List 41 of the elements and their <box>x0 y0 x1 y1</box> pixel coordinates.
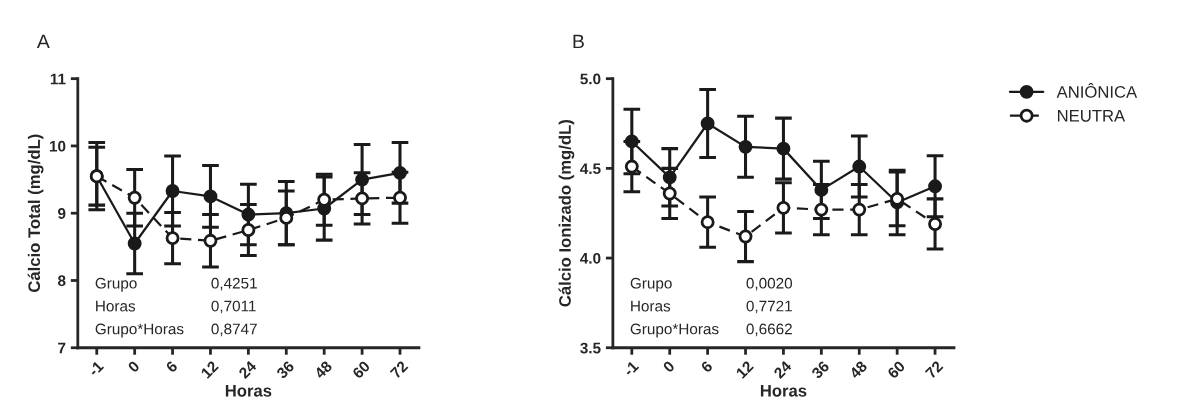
x-axis-title: Horas <box>225 385 272 397</box>
x-tick-label: 72 <box>924 360 944 379</box>
y-tick-label: 5.0 <box>580 73 601 85</box>
y-tick-label: 3.5 <box>580 342 601 354</box>
text: Grupo 0,4251 <box>95 277 257 292</box>
x-tick-label: 6 <box>700 360 714 374</box>
chart-title: B <box>573 34 584 49</box>
text: Grupo*Horas 0,6662 <box>630 323 792 338</box>
x-tick-label: 0 <box>127 360 141 374</box>
y-tick-label: 10 <box>49 140 66 152</box>
x-tick-label: 36 <box>810 360 830 380</box>
legend-label: NEUTRA <box>1057 110 1126 122</box>
x-tick-label: 6 <box>165 360 179 374</box>
x-tick-label: 12 <box>735 360 754 379</box>
y-tick-label: 11 <box>50 73 66 85</box>
x-axis-title: Horas <box>760 385 807 397</box>
x-tick-label: 24 <box>773 359 793 380</box>
legend-label: ANIÔNICA <box>1056 83 1138 98</box>
x-tick-label: 60 <box>351 360 371 380</box>
x-tick-label: 12 <box>200 360 219 379</box>
y-tick-label: 4.5 <box>580 163 601 175</box>
x-tick-label: -1 <box>87 360 105 377</box>
x-tick-label: 24 <box>237 359 258 380</box>
text: Horas 0,7011 <box>96 300 256 314</box>
x-tick-label: -1 <box>622 360 640 377</box>
chart-title: A <box>36 34 50 49</box>
text: Grupo 0,0020 <box>630 277 793 292</box>
x-tick-label: 60 <box>886 360 906 380</box>
x-tick-label: 48 <box>313 360 333 380</box>
y-tick-label: 7 <box>58 342 66 354</box>
x-tick-label: 0 <box>662 360 676 374</box>
x-tick-label: 72 <box>389 360 409 379</box>
text: Horas 0,7721 <box>631 300 792 314</box>
y-axis-title: Cálcio Ionizado (mg/dL) <box>558 120 575 307</box>
x-tick-label: 36 <box>275 360 295 380</box>
y-axis-title: Cálcio Total (mg/dL) <box>27 134 44 292</box>
y-tick-label: 4.0 <box>580 252 601 264</box>
y-tick-label: 8 <box>57 275 66 287</box>
text: Grupo*Horas 0,8747 <box>95 323 257 338</box>
x-tick-label: 48 <box>848 360 868 380</box>
y-tick-label: 9 <box>58 208 66 219</box>
